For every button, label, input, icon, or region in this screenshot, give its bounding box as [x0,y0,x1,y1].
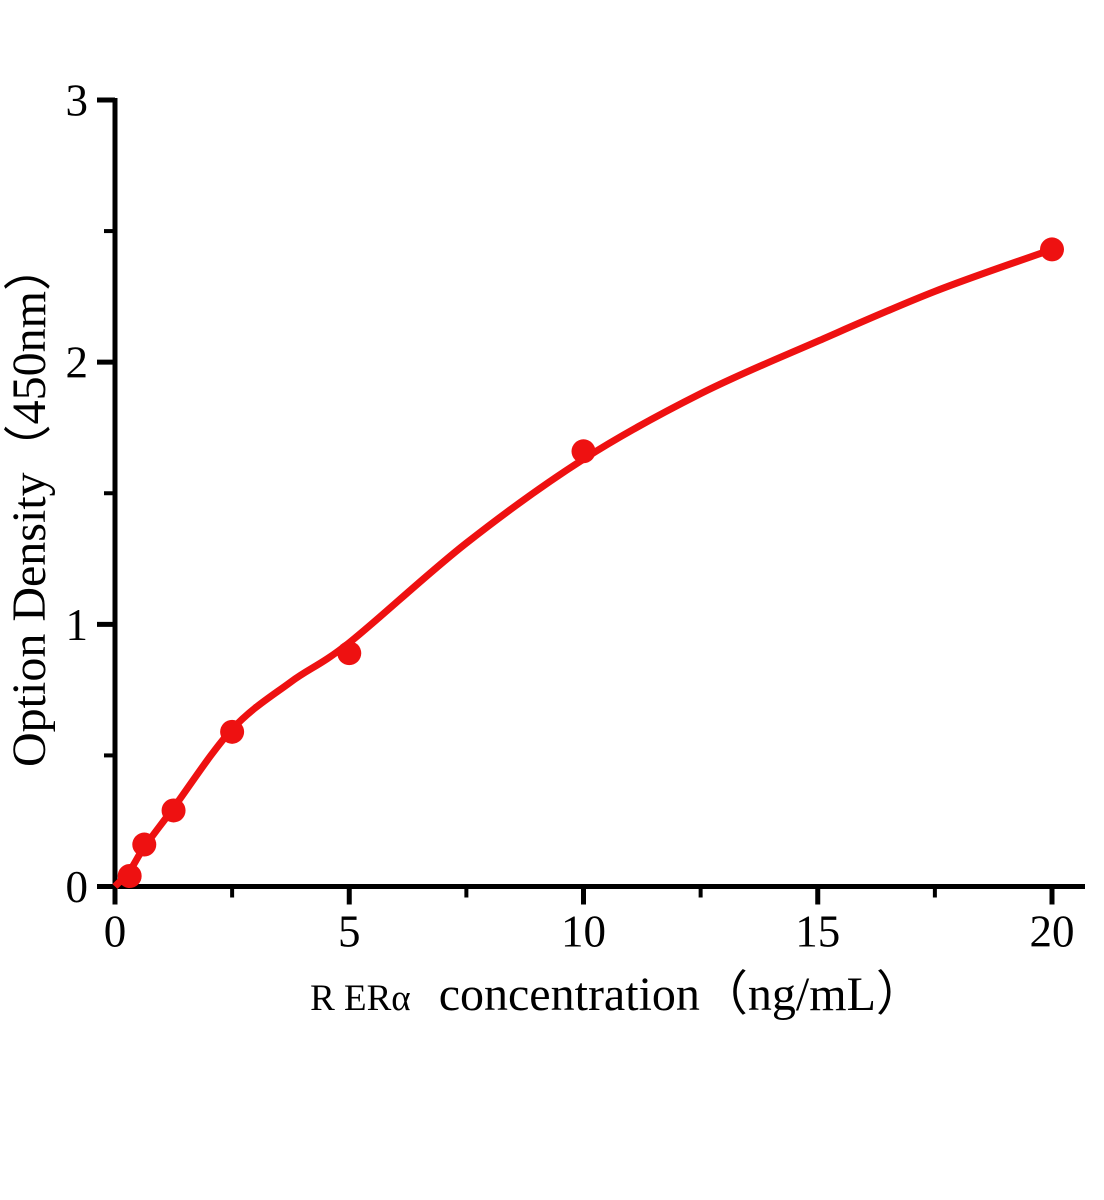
x-axis-title-prefix: R ERα [310,978,411,1019]
data-point-marker [117,864,142,889]
axes-layer [97,97,1085,905]
x-tick-label: 10 [561,907,606,957]
data-point-marker [220,719,245,744]
y-tick-label: 2 [66,338,89,388]
data-point-marker [571,439,596,464]
y-axis-title: Option Density（450nm） [3,243,56,767]
data-point-marker [337,641,362,666]
x-tick-label: 20 [1030,907,1075,957]
x-tick-label: 15 [795,907,840,957]
data-point-marker [161,798,186,823]
y-tick-label: 0 [66,862,89,912]
y-tick-label: 1 [66,600,89,650]
series-layer [112,237,1064,889]
data-point-marker [132,832,157,857]
y-tick-label: 3 [66,76,89,126]
x-axis-title: R ERα concentration（ng/mL） [310,968,924,1021]
fit-curve-line [112,246,1054,889]
tick-labels-layer: 0 5 10 15 20 0 1 2 3 [66,76,1075,957]
x-tick-label: 0 [104,907,127,957]
data-point-marker [1040,237,1064,262]
x-tick-label: 5 [338,907,361,957]
x-axis-title-main: concentration（ng/mL） [439,968,924,1021]
